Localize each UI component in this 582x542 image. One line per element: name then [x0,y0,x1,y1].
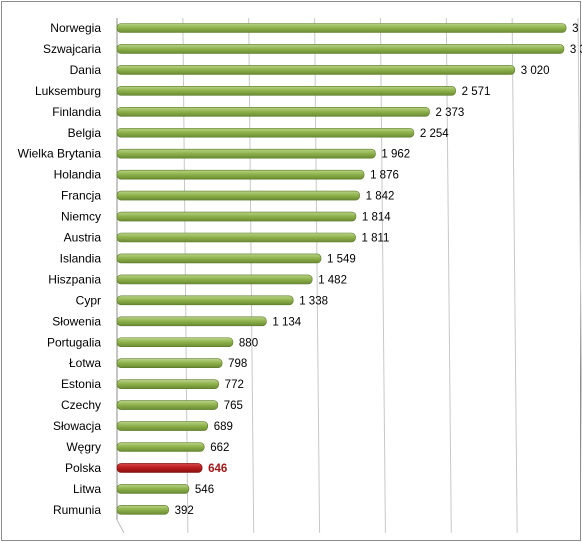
value-label: 772 [225,379,244,391]
category-label: Norwegia [50,21,101,35]
bar-21 [116,463,203,473]
value-label: 1 876 [370,170,399,182]
value-label: 1 811 [362,233,390,245]
value-label: 1 842 [366,191,395,203]
bar-2 [116,65,516,75]
bar-20 [116,442,205,452]
category-label: Słowenia [52,314,101,328]
value-label: 1 338 [299,295,328,307]
value-label: 1 482 [318,274,347,286]
category-label: Hiszpania [48,272,101,286]
bar-3 [116,86,456,96]
category-label: Holandia [54,168,102,182]
bar-14 [116,316,267,327]
bar-7 [116,169,365,180]
axis-floor-edge [116,519,125,534]
gridline [314,17,321,533]
category-label: Węgry [66,440,101,454]
value-label: 1 549 [327,253,356,265]
bar-0 [116,23,567,33]
category-label: Luksemburg [35,84,101,98]
value-label: 880 [239,337,258,349]
value-label: 798 [228,358,247,370]
value-label: 3 020 [521,65,550,77]
category-label: Łotwa [69,356,101,370]
bar-12 [116,274,313,285]
value-label: 765 [224,400,243,412]
category-label: Polska [65,461,101,475]
category-label: Szwajcaria [43,42,101,56]
category-label: Litwa [73,482,101,496]
bar-18 [116,400,219,410]
bar-5 [116,127,415,138]
value-label: 1 814 [362,212,391,224]
value-label: 3 410 [572,23,582,35]
category-label: Niemcy [61,210,101,224]
bar-1 [116,44,565,54]
category-label: Francja [61,189,101,203]
bar-17 [116,379,219,389]
category-label: Słowacja [53,419,101,433]
category-label: Portugalia [47,335,101,349]
value-label: 646 [208,463,227,475]
category-label: Rumunia [53,503,101,517]
value-label: 662 [210,442,229,454]
category-label: Islandia [60,251,102,265]
bar-8 [116,190,360,201]
bar-9 [116,211,357,222]
category-label: Cypr [76,293,101,307]
bar-6 [116,148,376,159]
gridline [511,17,518,533]
category-label: Finlandia [52,105,101,119]
bars [116,23,567,515]
bar-15 [116,337,234,348]
value-label: 2 254 [420,128,449,140]
bar-23 [116,505,169,515]
bar-4 [116,107,430,117]
gridline [577,17,582,482]
category-label: Austria [64,231,102,245]
gridline [379,17,386,533]
value-label: 1 134 [272,316,301,328]
bar-22 [116,484,190,494]
category-label: Czechy [61,398,101,412]
bar-10 [116,232,356,243]
value-label: 689 [214,421,233,433]
value-label: 1 962 [381,149,410,161]
gridlines [116,17,582,534]
category-label: Dania [70,63,102,77]
value-label: 392 [175,505,194,517]
value-label: 2 373 [436,107,465,119]
bar-16 [116,358,223,369]
bar-13 [116,295,294,306]
category-label: Wielka Brytania [18,147,102,161]
gridline [445,17,452,533]
bar-11 [116,253,322,264]
category-label: Estonia [61,377,101,391]
bar-19 [116,421,209,431]
value-label: 2 571 [462,86,491,98]
value-label: 546 [195,484,214,496]
value-label: 3 393 [570,44,582,56]
category-label: Belgia [68,126,102,140]
labels: Norwegia 3 410 Szwajcaria 3 393 Dania 3 020 Lu… [18,21,582,517]
